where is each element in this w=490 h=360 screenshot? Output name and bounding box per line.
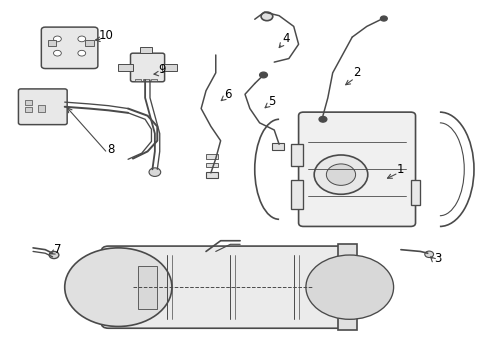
Circle shape xyxy=(53,36,61,42)
Bar xyxy=(151,79,157,81)
Text: 3: 3 xyxy=(434,252,441,265)
Text: 9: 9 xyxy=(158,63,166,76)
Text: 2: 2 xyxy=(353,66,361,79)
Circle shape xyxy=(425,251,434,257)
Bar xyxy=(48,40,56,46)
Bar xyxy=(140,47,152,53)
Text: 10: 10 xyxy=(98,29,114,42)
Text: 4: 4 xyxy=(283,32,290,45)
Bar xyxy=(206,172,218,178)
Text: 7: 7 xyxy=(54,243,61,256)
Bar xyxy=(272,143,284,150)
Circle shape xyxy=(78,50,86,56)
Circle shape xyxy=(326,164,356,185)
Bar xyxy=(135,79,141,81)
Circle shape xyxy=(260,72,268,78)
Circle shape xyxy=(78,36,86,42)
Circle shape xyxy=(319,116,327,122)
Circle shape xyxy=(314,155,368,194)
Text: 1: 1 xyxy=(397,163,405,176)
Circle shape xyxy=(65,248,172,327)
Bar xyxy=(206,154,218,158)
Bar xyxy=(143,79,149,81)
Circle shape xyxy=(380,16,387,21)
Circle shape xyxy=(306,255,393,319)
Bar xyxy=(162,64,177,71)
FancyBboxPatch shape xyxy=(19,89,67,125)
Bar xyxy=(25,108,32,112)
Bar xyxy=(138,266,157,309)
Bar xyxy=(85,40,94,46)
Circle shape xyxy=(149,168,161,176)
Text: 6: 6 xyxy=(224,88,232,101)
FancyBboxPatch shape xyxy=(298,112,416,226)
Bar xyxy=(206,163,218,167)
Bar xyxy=(291,144,303,166)
Bar xyxy=(25,100,32,105)
Bar xyxy=(38,105,45,112)
Text: 8: 8 xyxy=(107,143,115,156)
Text: 5: 5 xyxy=(268,95,275,108)
Circle shape xyxy=(261,12,273,21)
Bar xyxy=(118,64,133,71)
Bar xyxy=(411,180,420,205)
Bar xyxy=(338,244,357,330)
FancyBboxPatch shape xyxy=(41,27,98,68)
FancyBboxPatch shape xyxy=(130,53,165,82)
Bar xyxy=(291,180,303,208)
FancyBboxPatch shape xyxy=(101,246,350,328)
Circle shape xyxy=(53,50,61,56)
Circle shape xyxy=(49,251,59,258)
